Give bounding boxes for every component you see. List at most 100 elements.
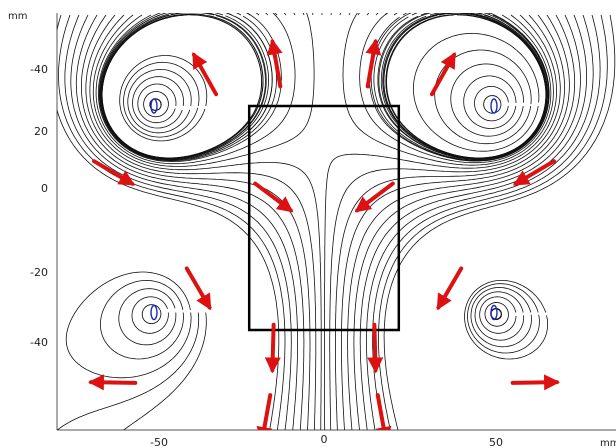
field-arrow	[367, 322, 384, 374]
y-axis-unit: mm	[8, 11, 27, 22]
streamline	[474, 85, 509, 122]
field-arrow	[365, 38, 382, 89]
y-tick-label: -20	[30, 266, 48, 279]
streamline	[293, 13, 296, 16]
streamline	[329, 14, 561, 430]
streamline	[348, 13, 351, 16]
streamline	[450, 63, 524, 137]
streamline	[383, 14, 616, 430]
streamline	[342, 13, 554, 166]
streamline	[95, 13, 296, 165]
streamline	[366, 14, 594, 430]
streamline	[483, 95, 502, 114]
streamline	[100, 13, 266, 160]
streamline	[382, 13, 548, 160]
streamline	[470, 286, 532, 348]
streamline	[65, 271, 192, 379]
vortex-core-contour	[150, 304, 158, 321]
streamline	[99, 279, 184, 360]
vortex-cores	[150, 98, 498, 321]
field-arrow	[354, 181, 395, 213]
y-tick-label: -40	[30, 63, 48, 76]
streamline	[98, 13, 277, 162]
streamline	[359, 13, 552, 164]
streamline	[357, 13, 360, 16]
streamline	[57, 14, 280, 430]
streamline	[463, 75, 517, 129]
field-arrow	[92, 159, 136, 186]
streamline	[324, 14, 557, 430]
streamline	[127, 69, 192, 134]
field-arrow	[87, 374, 138, 391]
streamline	[370, 13, 550, 162]
streamline	[340, 14, 570, 430]
streamline	[99, 13, 273, 161]
x-axis-unit: mm	[600, 438, 616, 448]
streamline	[321, 13, 323, 16]
streamline	[372, 14, 601, 430]
streamline	[369, 13, 550, 162]
streamline	[359, 14, 587, 430]
streamline	[334, 14, 566, 430]
field-arrow	[510, 374, 561, 391]
field-arrow	[436, 266, 464, 311]
streamlines	[57, 13, 616, 430]
streamline	[89, 14, 322, 430]
streamline	[99, 13, 273, 161]
streamline	[75, 14, 305, 430]
streamline	[283, 13, 287, 16]
streamline	[339, 13, 342, 16]
streamline	[118, 288, 177, 346]
streamline	[479, 296, 517, 334]
streamline	[58, 14, 286, 430]
field-arrow	[512, 159, 556, 186]
streamline	[385, 14, 547, 159]
streamline	[97, 13, 282, 163]
streamline	[474, 291, 525, 341]
field-arrow	[256, 393, 273, 430]
streamline	[302, 13, 305, 16]
streamline	[143, 91, 169, 118]
y-tick-label: 0	[41, 182, 48, 195]
field-arrow	[191, 52, 219, 97]
field-arrow	[253, 181, 294, 213]
vortex-core-contour	[490, 304, 498, 321]
streamline	[353, 14, 581, 430]
vortex-core-contour	[490, 98, 498, 114]
streamline	[131, 296, 169, 334]
streamline	[366, 13, 370, 16]
streamline	[467, 283, 540, 354]
streamline	[119, 55, 208, 142]
streamline	[312, 13, 314, 16]
field-arrow	[266, 38, 283, 89]
field-arrow	[375, 393, 392, 430]
y-tick-label: -40	[30, 336, 48, 349]
field-arrows	[87, 38, 561, 430]
x-tick-label: -50	[150, 436, 168, 448]
y-tick-label: 20	[34, 125, 48, 138]
streamline	[330, 13, 332, 16]
streamline	[137, 83, 177, 124]
streamline	[347, 14, 576, 430]
field-arrow	[184, 266, 212, 311]
streamline	[378, 14, 608, 430]
streamline	[375, 13, 379, 16]
streamline	[274, 13, 278, 16]
vortex-core-contour	[150, 98, 158, 114]
streamline	[123, 61, 200, 138]
streamline	[464, 279, 548, 360]
streamline	[122, 312, 207, 430]
streamline	[92, 13, 315, 167]
streamline	[85, 14, 317, 430]
streamline	[100, 13, 270, 160]
streamline	[484, 301, 509, 327]
streamline	[412, 32, 540, 152]
streamline	[265, 13, 269, 16]
streamline	[141, 304, 162, 325]
magnet-box	[247, 104, 401, 332]
field-arrow	[264, 322, 281, 374]
field-arrow	[429, 52, 457, 97]
x-tick-label: 50	[489, 436, 503, 448]
streamline	[149, 98, 162, 111]
